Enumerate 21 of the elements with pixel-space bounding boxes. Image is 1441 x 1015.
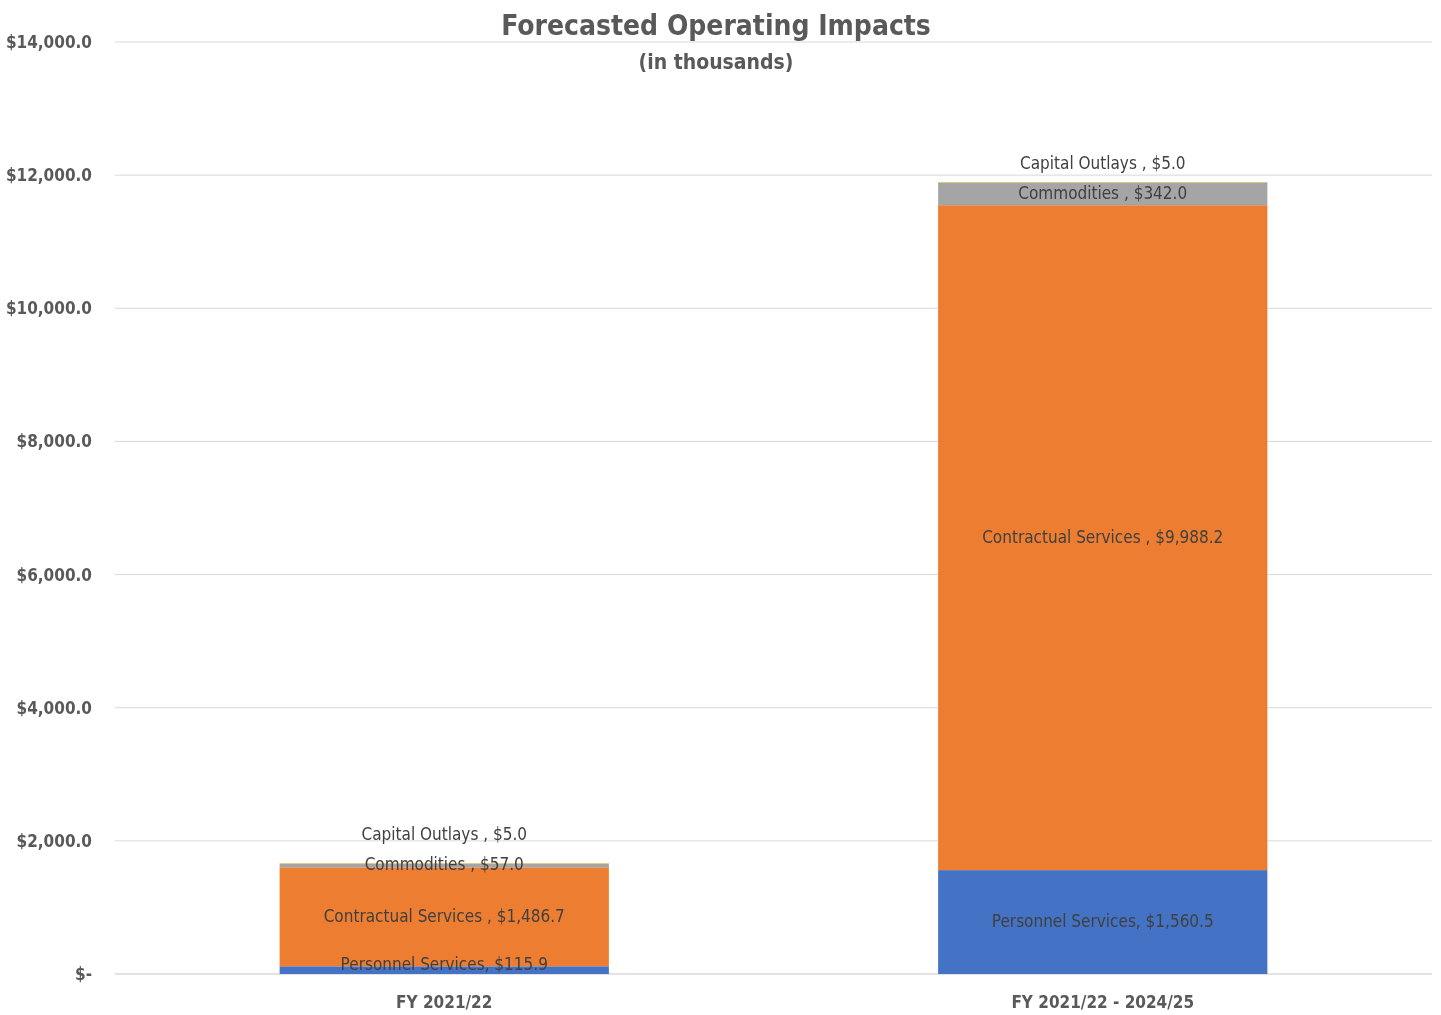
bar xyxy=(938,870,1268,974)
chart-title: Forecasted Operating Impacts xyxy=(501,9,931,42)
bar xyxy=(938,182,1268,206)
y-tick-label: $4,000.0 xyxy=(16,697,92,718)
bar xyxy=(938,205,1268,871)
x-tick-label: FY 2021/22 xyxy=(396,992,493,1012)
y-tick-label: $6,000.0 xyxy=(16,564,92,585)
y-tick-label: $- xyxy=(75,964,92,984)
x-tick-label: FY 2021/22 - 2024/25 xyxy=(1011,992,1195,1012)
y-tick-label: $14,000.0 xyxy=(5,32,92,52)
chart-subtitle: (in thousands) xyxy=(638,50,794,74)
y-tick-label: $2,000.0 xyxy=(16,830,92,851)
data-label: Commodities , $342.0 xyxy=(1018,182,1188,203)
y-tick-label: $10,000.0 xyxy=(5,298,92,319)
data-label: Capital Outlays , $5.0 xyxy=(361,824,527,845)
data-label: Contractual Services , $9,988.2 xyxy=(982,526,1224,547)
y-tick-label: $8,000.0 xyxy=(16,431,92,452)
y-tick-label: $12,000.0 xyxy=(5,165,92,186)
data-label: Personnel Services, $1,560.5 xyxy=(991,911,1214,932)
data-label: Contractual Services , $1,486.7 xyxy=(323,905,565,926)
data-label: Capital Outlays , $5.0 xyxy=(1020,152,1186,173)
